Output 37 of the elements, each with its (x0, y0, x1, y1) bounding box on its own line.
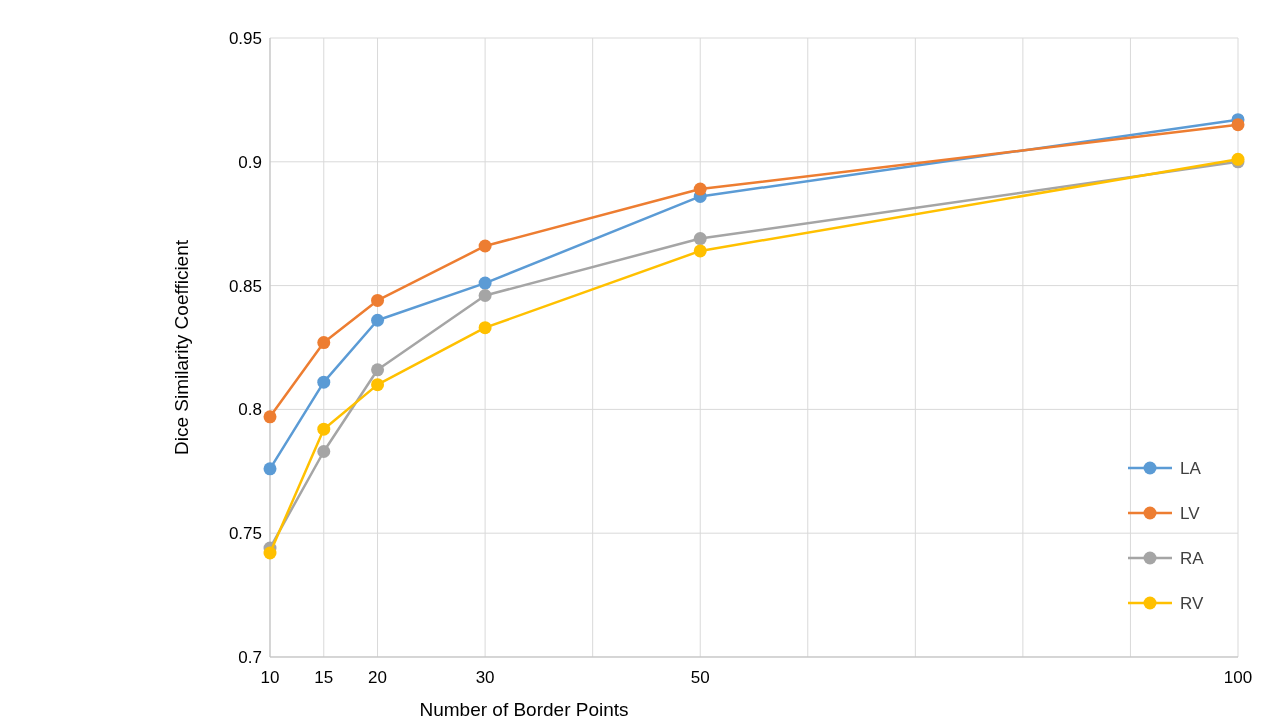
x-tick-label: 20 (368, 668, 388, 687)
point (371, 313, 385, 327)
y-axis-title: Dice Similarity Coefficient (171, 239, 192, 456)
point (317, 422, 331, 436)
legend-label: LA (1180, 458, 1202, 478)
legend-label: RV (1180, 593, 1204, 613)
y-tick-label: 0.9 (238, 152, 262, 172)
y-tick-label: 0.7 (238, 647, 262, 667)
point (371, 293, 385, 307)
x-tick-label: 15 (314, 668, 334, 687)
point (693, 232, 707, 246)
x-tick-label: 30 (475, 668, 495, 687)
legend-label: LV (1180, 503, 1201, 523)
point (478, 239, 492, 253)
point (263, 410, 277, 424)
point (693, 244, 707, 258)
point (371, 363, 385, 377)
y-tick-label: 0.95 (228, 28, 262, 48)
point (478, 321, 492, 335)
y-tick-label: 0.85 (228, 276, 262, 296)
x-axis-title: Number of Border Points (419, 699, 629, 720)
point (371, 378, 385, 392)
y-tick-label: 0.75 (228, 524, 262, 544)
point (693, 182, 707, 196)
y-tick-label: 0.8 (238, 400, 262, 420)
point (317, 336, 331, 350)
x-tick-label: 100 (1223, 668, 1253, 687)
legend-label: RA (1180, 548, 1205, 568)
point (317, 444, 331, 458)
point (1231, 118, 1245, 132)
x-tick-label: 50 (690, 668, 710, 687)
point (263, 546, 277, 560)
point (317, 375, 331, 389)
point (478, 276, 492, 290)
x-tick-label: 10 (260, 668, 280, 687)
point (263, 462, 277, 476)
point (478, 289, 492, 302)
